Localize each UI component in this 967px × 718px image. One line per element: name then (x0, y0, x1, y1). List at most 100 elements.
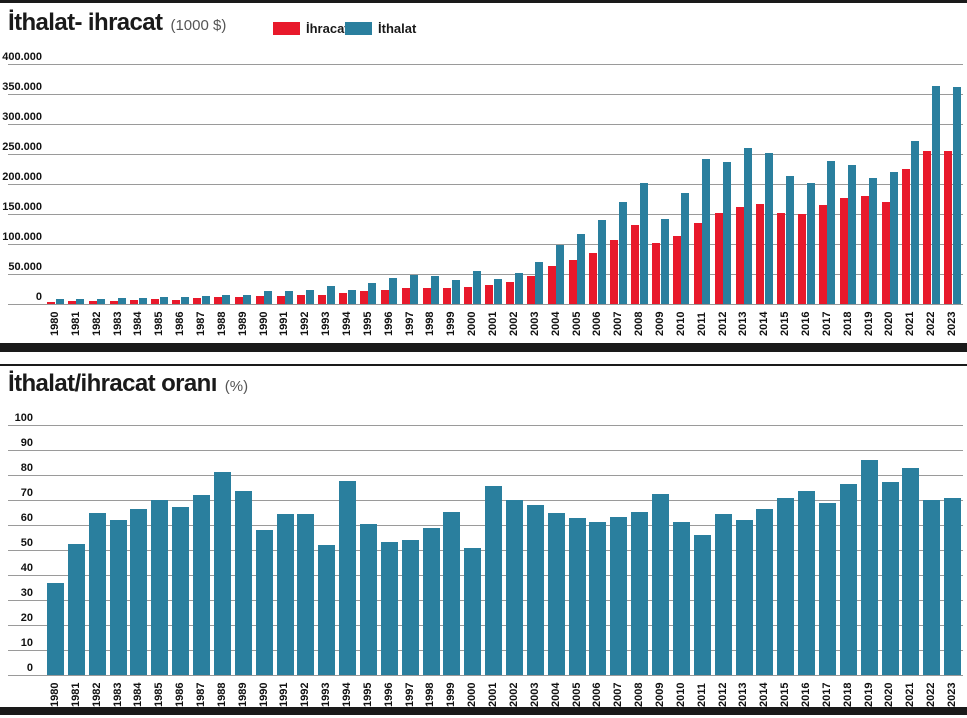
year-label-1988: 1988 (215, 682, 228, 707)
bar-i̇thalat-1980 (55, 299, 64, 304)
grid-line-50.000 (8, 274, 963, 275)
bar-oran-1989 (234, 491, 252, 675)
bar-i̇hracat-1991 (276, 295, 285, 304)
bar-i̇thalat-2010 (681, 192, 690, 304)
grid-line-350.000 (8, 94, 963, 95)
top-rule (0, 0, 967, 3)
bar-oran-2010 (672, 521, 690, 675)
bar-oran-2013 (735, 520, 753, 675)
grid-line-100.000 (8, 244, 963, 245)
year-label-1989: 1989 (236, 682, 249, 707)
bar-oran-1986 (172, 507, 190, 675)
bar-oran-1993 (318, 544, 336, 675)
grid-line-150.000 (8, 214, 963, 215)
bottom-bar (0, 707, 967, 715)
bar-oran-2021 (902, 467, 920, 675)
bar-i̇thalat-2002 (514, 273, 523, 304)
bar-oran-1992 (297, 514, 315, 675)
year-label-2016: 2016 (800, 682, 813, 707)
bar-oran-2023 (944, 498, 962, 675)
year-label-2001: 2001 (487, 682, 500, 707)
bar-i̇thalat-2012 (723, 162, 732, 304)
bar-oran-1996 (380, 542, 398, 675)
y-tick-label-90: 90 (20, 437, 33, 449)
year-label-2015: 2015 (779, 682, 792, 707)
bar-i̇hracat-1983 (109, 300, 118, 304)
bar-oran-2003 (526, 504, 544, 675)
year-label-1981: 1981 (69, 682, 82, 707)
bar-i̇hracat-2009 (652, 242, 661, 304)
y-tick-label-50.000: 50.000 (8, 261, 42, 273)
year-label-2013: 2013 (737, 682, 750, 707)
bar-oran-2017 (818, 502, 836, 675)
year-label-1987: 1987 (194, 682, 207, 707)
grid-line-0 (8, 304, 963, 305)
bar-i̇hracat-2016 (798, 214, 807, 304)
bar-i̇hracat-1981 (67, 301, 76, 304)
y-tick-label-100.000: 100.000 (2, 231, 42, 243)
bar-i̇hracat-1985 (151, 299, 160, 304)
bar-i̇thalat-1994 (347, 290, 356, 304)
bar-i̇hracat-2022 (923, 151, 932, 304)
year-label-1999: 1999 (445, 682, 458, 707)
bar-i̇hracat-2006 (589, 252, 598, 304)
bar-i̇thalat-1998 (431, 276, 440, 304)
bar-oran-2000 (464, 547, 482, 675)
year-label-1986: 1986 (174, 682, 187, 707)
bar-oran-2019 (860, 460, 878, 675)
bar-i̇hracat-2011 (693, 223, 702, 304)
bar-oran-1991 (276, 513, 294, 675)
bar-i̇hracat-1995 (359, 291, 368, 304)
y-tick-label-30: 30 (20, 587, 33, 599)
chart2-header: İthalat/ihracat oranı (%) (8, 370, 248, 398)
year-label-2021: 2021 (904, 682, 917, 707)
grid-line-100 (8, 425, 963, 426)
bar-i̇hracat-2004 (547, 266, 556, 304)
year-label-2014: 2014 (758, 682, 771, 707)
bar-i̇hracat-2003 (526, 275, 535, 304)
grid-line-90 (8, 450, 963, 451)
year-label-2020: 2020 (883, 682, 896, 707)
bar-i̇thalat-1982 (97, 298, 106, 304)
bar-oran-1990 (255, 529, 273, 675)
bar-i̇hracat-2015 (777, 213, 786, 304)
bar-i̇thalat-1993 (326, 286, 335, 304)
bar-oran-2011 (693, 535, 711, 675)
y-tick-label-250.000: 250.000 (2, 141, 42, 153)
bar-i̇thalat-2020 (890, 172, 899, 304)
bar-i̇hracat-1980 (47, 302, 55, 304)
bar-i̇hracat-1992 (297, 295, 306, 304)
y-tick-label-100: 100 (14, 412, 33, 424)
bar-i̇thalat-2018 (848, 165, 857, 304)
bar-i̇thalat-1999 (451, 279, 460, 304)
year-label-2008: 2008 (633, 682, 646, 707)
year-label-2005: 2005 (570, 682, 583, 707)
year-label-1982: 1982 (90, 682, 103, 707)
bar-oran-1983 (109, 520, 127, 675)
y-tick-label-300.000: 300.000 (2, 111, 42, 123)
y-tick-label-70: 70 (20, 487, 33, 499)
bar-oran-1982 (88, 512, 106, 675)
bar-i̇hracat-1994 (339, 293, 348, 304)
year-label-1984: 1984 (132, 682, 145, 707)
bar-i̇thalat-2011 (702, 159, 711, 304)
bar-i̇hracat-2019 (860, 195, 869, 304)
bar-i̇thalat-2008 (639, 182, 648, 304)
bar-i̇thalat-2016 (806, 182, 815, 304)
y-tick-label-60: 60 (20, 512, 33, 524)
grid-line-200.000 (8, 184, 963, 185)
bar-oran-2012 (714, 513, 732, 675)
chart1-header: İthalat- ihracat (1000 $) (8, 9, 226, 37)
y-tick-label-20: 20 (20, 612, 33, 624)
bar-oran-2008 (631, 511, 649, 675)
legend-label-ihracat: İhracat (306, 21, 349, 36)
y-tick-label-150.000: 150.000 (2, 201, 42, 213)
legend-label-ithalat: İthalat (378, 21, 417, 36)
legend-item-ithalat: İthalat (345, 21, 416, 36)
bar-i̇hracat-1997 (401, 288, 410, 304)
bar-i̇thalat-2023 (952, 86, 961, 304)
bar-i̇thalat-2019 (869, 177, 878, 304)
bar-oran-1997 (401, 539, 419, 675)
bar-oran-2006 (589, 521, 607, 675)
bar-oran-1988 (213, 471, 231, 675)
